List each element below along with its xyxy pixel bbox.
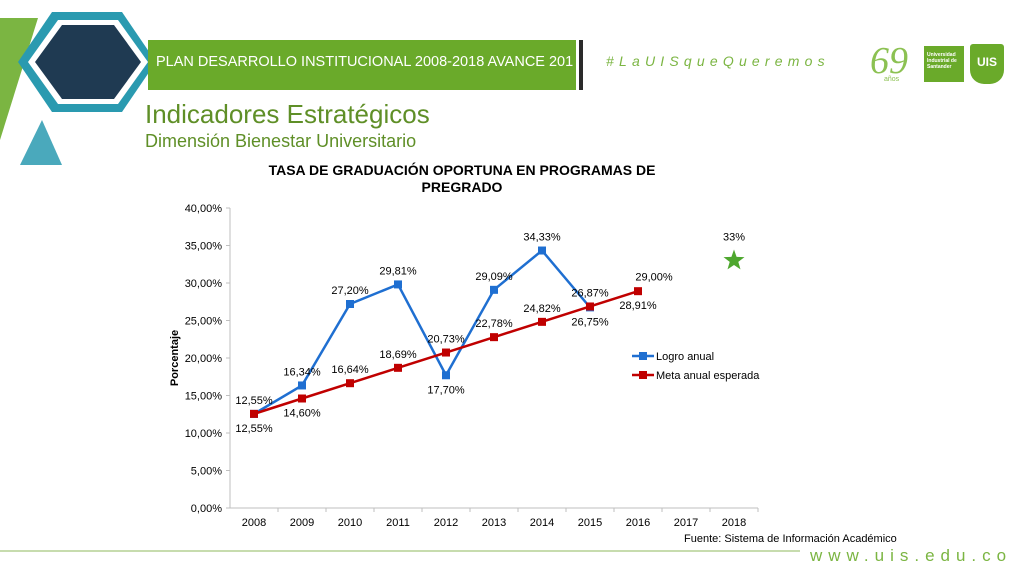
data-label: 27,20% [331,285,369,297]
data-point [394,363,402,372]
data-label: 34,33% [523,232,561,244]
x-tick-label: 2008 [242,517,266,529]
data-label: 20,73% [427,334,465,346]
y-tick-label: 10,00% [185,428,223,440]
data-point [490,333,498,342]
data-label: 24,82% [523,303,561,315]
footer-url: www.uis.edu.co [810,546,1013,565]
x-tick-label: 2017 [674,517,698,529]
x-tick-label: 2013 [482,517,506,529]
legend-marker [639,371,647,379]
legend-label: Meta anual esperada [656,370,760,382]
data-label: 16,34% [283,366,321,378]
footer-divider [0,550,800,552]
data-point [634,287,642,296]
x-tick-label: 2016 [626,517,650,529]
x-tick-label: 2018 [722,517,746,529]
y-tick-label: 25,00% [185,316,223,328]
y-tick-label: 40,00% [185,203,223,215]
y-tick-label: 15,00% [185,391,223,403]
legend-label: Logro anual [656,351,714,363]
data-point [346,300,354,308]
data-label: 29,81% [379,265,417,277]
data-label: 12,55% [235,423,273,435]
header-decoration [0,12,156,165]
anniversary-sub: años [884,76,900,83]
data-label: 17,70% [427,384,465,396]
data-point [490,285,498,294]
target-star-marker [723,249,745,270]
hashtag-text: #LaUISqueQueremos [606,53,830,69]
data-point [346,379,354,388]
data-point [538,246,546,255]
data-label: 29,09% [475,271,513,283]
data-label: 26,75% [571,316,609,328]
y-tick-label: 30,00% [185,278,223,290]
y-axis-label: Porcentaje [169,330,181,386]
series-line-logro-anual [253,248,591,415]
target-label: 33% [723,232,745,244]
y-tick-label: 5,00% [191,466,222,478]
y-tick-label: 0,00% [191,503,222,515]
x-tick-label: 2014 [530,517,554,529]
source-note: Fuente: Sistema de Información Académico [684,533,897,545]
data-label: 14,60% [283,408,321,420]
data-label: 12,55% [235,395,273,407]
chart-title-line: PREGRADO [422,179,503,195]
data-label: 22,78% [475,318,513,330]
data-point [442,371,450,380]
y-tick-label: 35,00% [185,241,223,253]
page-title: Indicadores Estratégicos [145,99,430,129]
uis-shield-logo: UIS [970,44,1004,84]
data-point [442,348,450,357]
data-point [586,302,594,311]
page-subtitle: Dimensión Bienestar Universitario [145,131,417,151]
x-tick-label: 2010 [338,517,362,529]
uis-name-text: Universidad Industrial de Santander [927,52,957,70]
annotation-label: 29,00% [635,272,673,284]
x-tick-label: 2011 [386,517,410,529]
anniversary-logo: 69 años [870,42,916,86]
data-label: 26,87% [571,287,609,299]
legend-marker [639,352,647,360]
data-point [298,394,306,403]
data-point [394,280,402,289]
data-point [538,317,546,326]
x-tick-label: 2015 [578,517,602,529]
y-tick-label: 20,00% [185,353,223,365]
anniversary-number: 69 [870,40,908,82]
uis-name-logo: Universidad Industrial de Santander [924,46,964,82]
banner-divider [579,40,583,90]
data-label: 16,64% [331,364,369,376]
data-label: 28,91% [619,300,657,312]
data-label: 18,69% [379,349,417,361]
banner-text: PLAN DESARROLLO INSTITUCIONAL 2008-2018 … [156,54,574,70]
plan-banner: PLAN DESARROLLO INSTITUCIONAL 2008-2018 … [148,40,576,90]
x-tick-label: 2009 [290,517,314,529]
teal-accent-shape [20,120,62,165]
x-tick-label: 2012 [434,517,458,529]
dark-hexagon-inner [35,25,141,99]
data-point [250,409,258,418]
uis-monogram: UIS [976,55,997,69]
data-point [298,381,306,390]
chart-title-line: TASA DE GRADUACIÓN OPORTUNA EN PROGRAMAS… [269,161,656,178]
